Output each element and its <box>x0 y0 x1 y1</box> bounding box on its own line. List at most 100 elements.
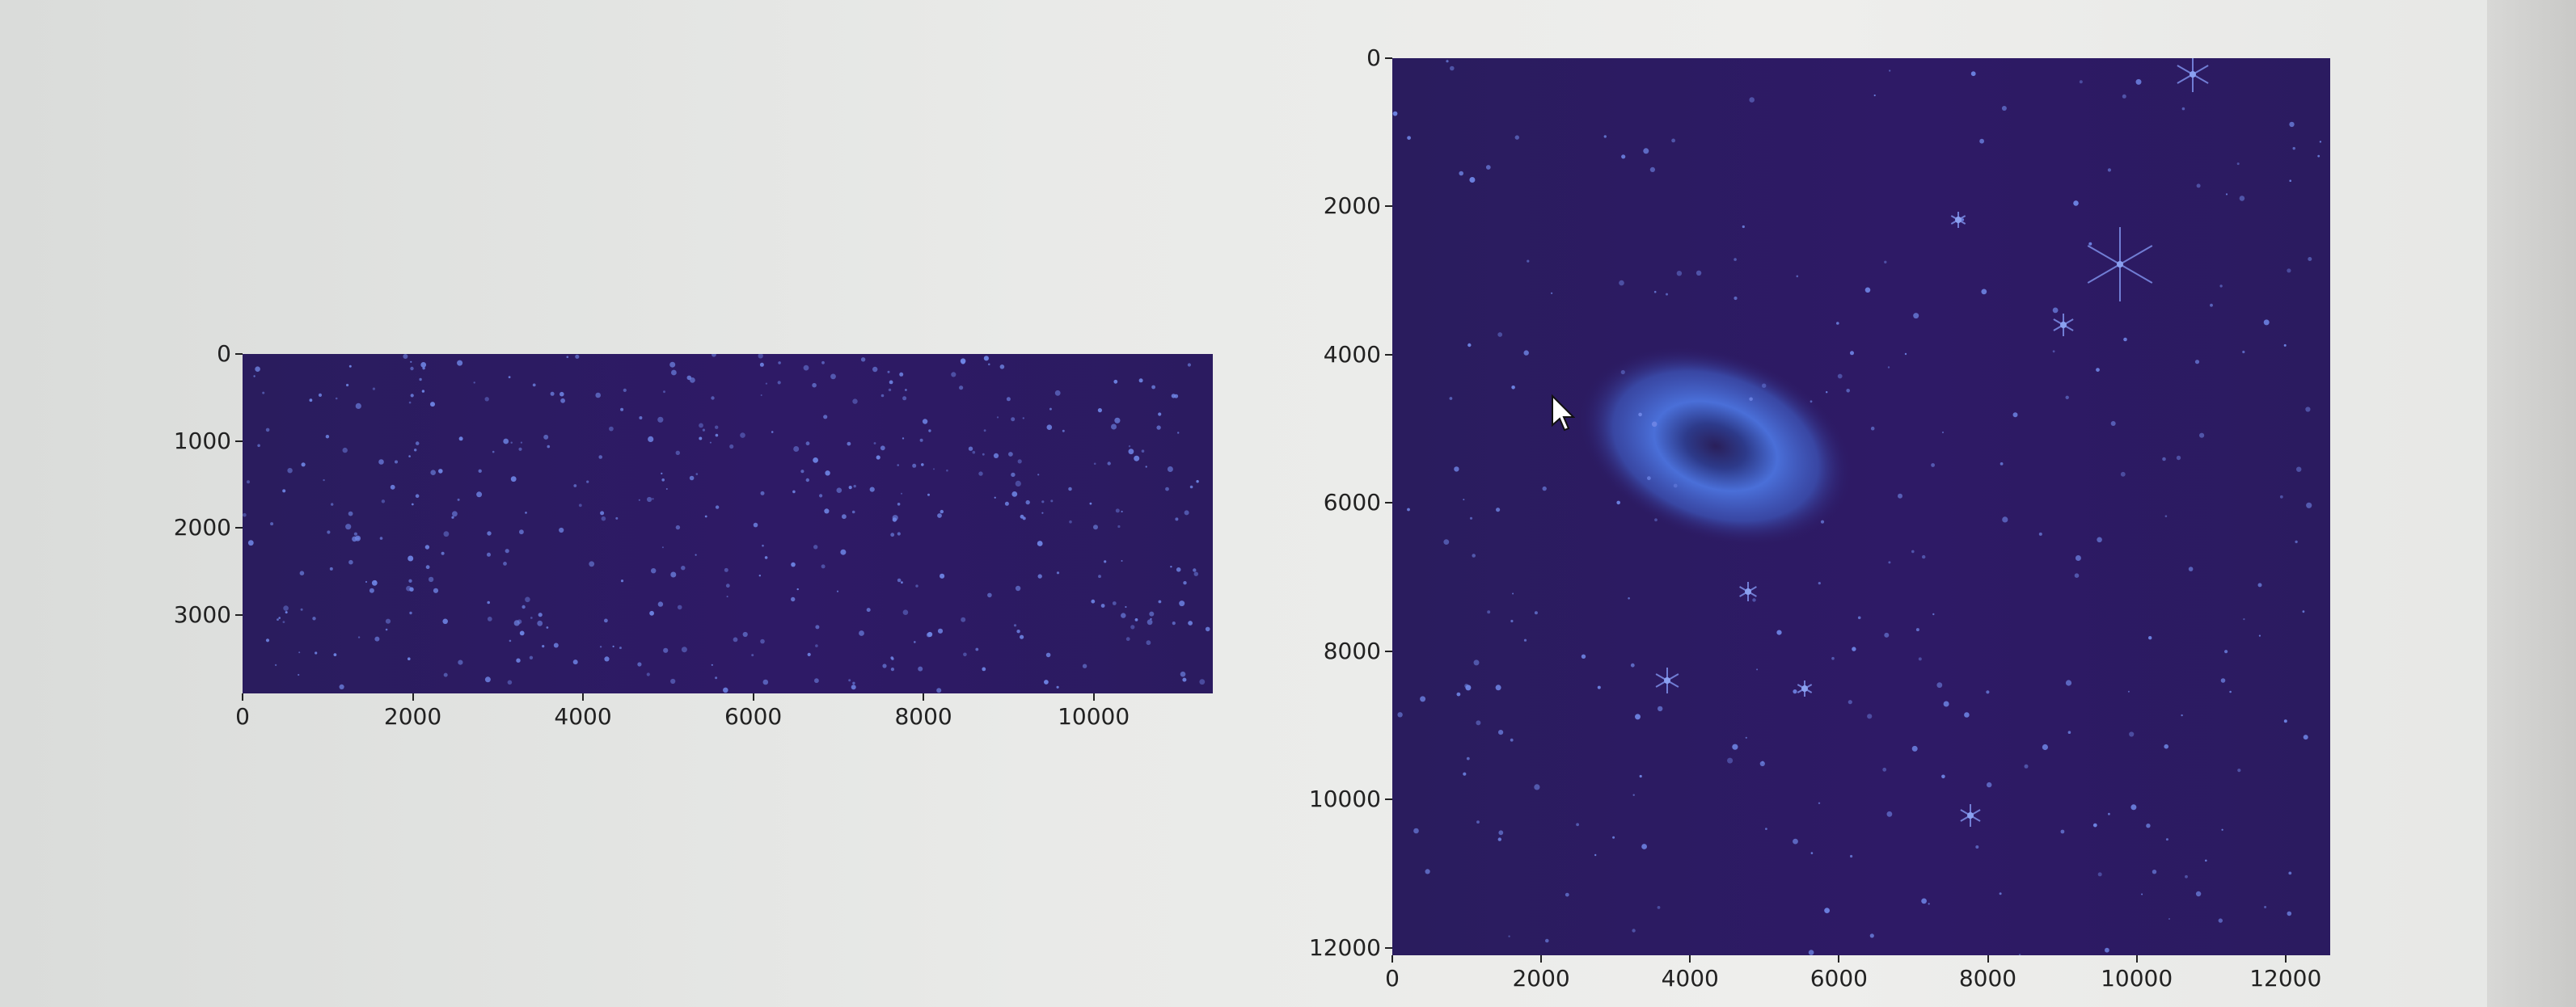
x-tick-mark <box>752 693 754 701</box>
x-tick-label: 0 <box>1385 965 1400 992</box>
star <box>411 503 414 506</box>
star <box>265 428 270 432</box>
star <box>415 494 420 498</box>
star <box>1056 571 1060 575</box>
star <box>1184 510 1189 516</box>
star <box>819 494 823 498</box>
bright-star <box>1950 212 1966 228</box>
star <box>1004 501 1009 506</box>
star <box>1889 70 1891 72</box>
star <box>600 511 605 516</box>
star <box>262 391 265 394</box>
star <box>1138 378 1143 383</box>
x-tick-mark <box>1540 955 1543 963</box>
star <box>1046 424 1053 430</box>
star <box>961 617 966 622</box>
star <box>905 389 907 391</box>
star <box>1749 97 1755 103</box>
monitor-bezel <box>2487 0 2576 1007</box>
star <box>1485 165 1491 170</box>
star <box>791 562 796 567</box>
star <box>1473 659 1480 666</box>
star <box>525 596 530 603</box>
star <box>2263 319 2270 326</box>
image-background <box>243 354 1213 693</box>
star <box>1425 869 1430 874</box>
star <box>1824 908 1830 913</box>
star <box>300 608 303 611</box>
star <box>758 354 763 359</box>
star <box>559 527 564 533</box>
bright-star <box>2087 227 2153 301</box>
star <box>1121 510 1123 513</box>
star <box>1643 148 1649 154</box>
star <box>2000 462 2004 466</box>
star <box>1884 260 1887 263</box>
star <box>946 469 948 472</box>
star <box>573 484 577 487</box>
star <box>1497 332 1503 337</box>
star <box>451 516 454 519</box>
star <box>1915 628 1919 632</box>
star <box>1498 830 1504 836</box>
star <box>1928 903 1930 905</box>
star <box>1508 935 1510 937</box>
star <box>860 357 866 362</box>
star <box>315 651 318 655</box>
star <box>2305 407 2311 412</box>
star <box>1121 613 1126 618</box>
star <box>1121 560 1123 562</box>
star <box>619 647 622 650</box>
star <box>2257 583 2262 588</box>
star <box>1887 366 1890 369</box>
star <box>927 631 933 638</box>
star <box>2079 80 2083 84</box>
star <box>918 666 923 672</box>
star <box>821 360 825 364</box>
star <box>1762 383 1767 388</box>
star <box>1793 689 1797 694</box>
star <box>2088 242 2092 246</box>
star <box>726 596 728 598</box>
star <box>381 499 386 504</box>
star <box>2038 532 2042 536</box>
star <box>414 449 417 452</box>
star <box>2303 735 2308 740</box>
star <box>1921 898 1927 904</box>
star <box>287 468 293 474</box>
x-tick-label: 4000 <box>1661 965 1719 992</box>
star <box>851 685 856 690</box>
star <box>1466 756 1470 761</box>
star <box>348 364 352 368</box>
star <box>1450 65 1455 71</box>
star <box>1837 373 1843 379</box>
star <box>1612 836 1615 839</box>
star <box>513 620 520 626</box>
star <box>342 447 348 453</box>
star <box>760 638 765 644</box>
x-tick-label: 2000 <box>1512 965 1570 992</box>
star <box>1151 385 1155 390</box>
x-tick-mark <box>242 693 243 701</box>
star <box>753 522 758 528</box>
star <box>1037 474 1040 476</box>
star <box>457 360 463 366</box>
star <box>760 491 765 495</box>
star <box>922 419 928 424</box>
star <box>1454 466 1459 472</box>
star <box>1649 166 1655 172</box>
star <box>529 655 534 659</box>
star <box>1476 720 1481 726</box>
star <box>1062 429 1065 432</box>
star <box>458 659 463 665</box>
star <box>1565 892 1569 897</box>
star <box>940 509 944 514</box>
star <box>1171 394 1176 398</box>
star <box>1465 685 1472 691</box>
star <box>702 428 706 432</box>
star <box>476 491 483 498</box>
star <box>2210 303 2213 307</box>
star <box>661 546 664 549</box>
star <box>1810 400 1813 403</box>
star <box>410 366 414 371</box>
